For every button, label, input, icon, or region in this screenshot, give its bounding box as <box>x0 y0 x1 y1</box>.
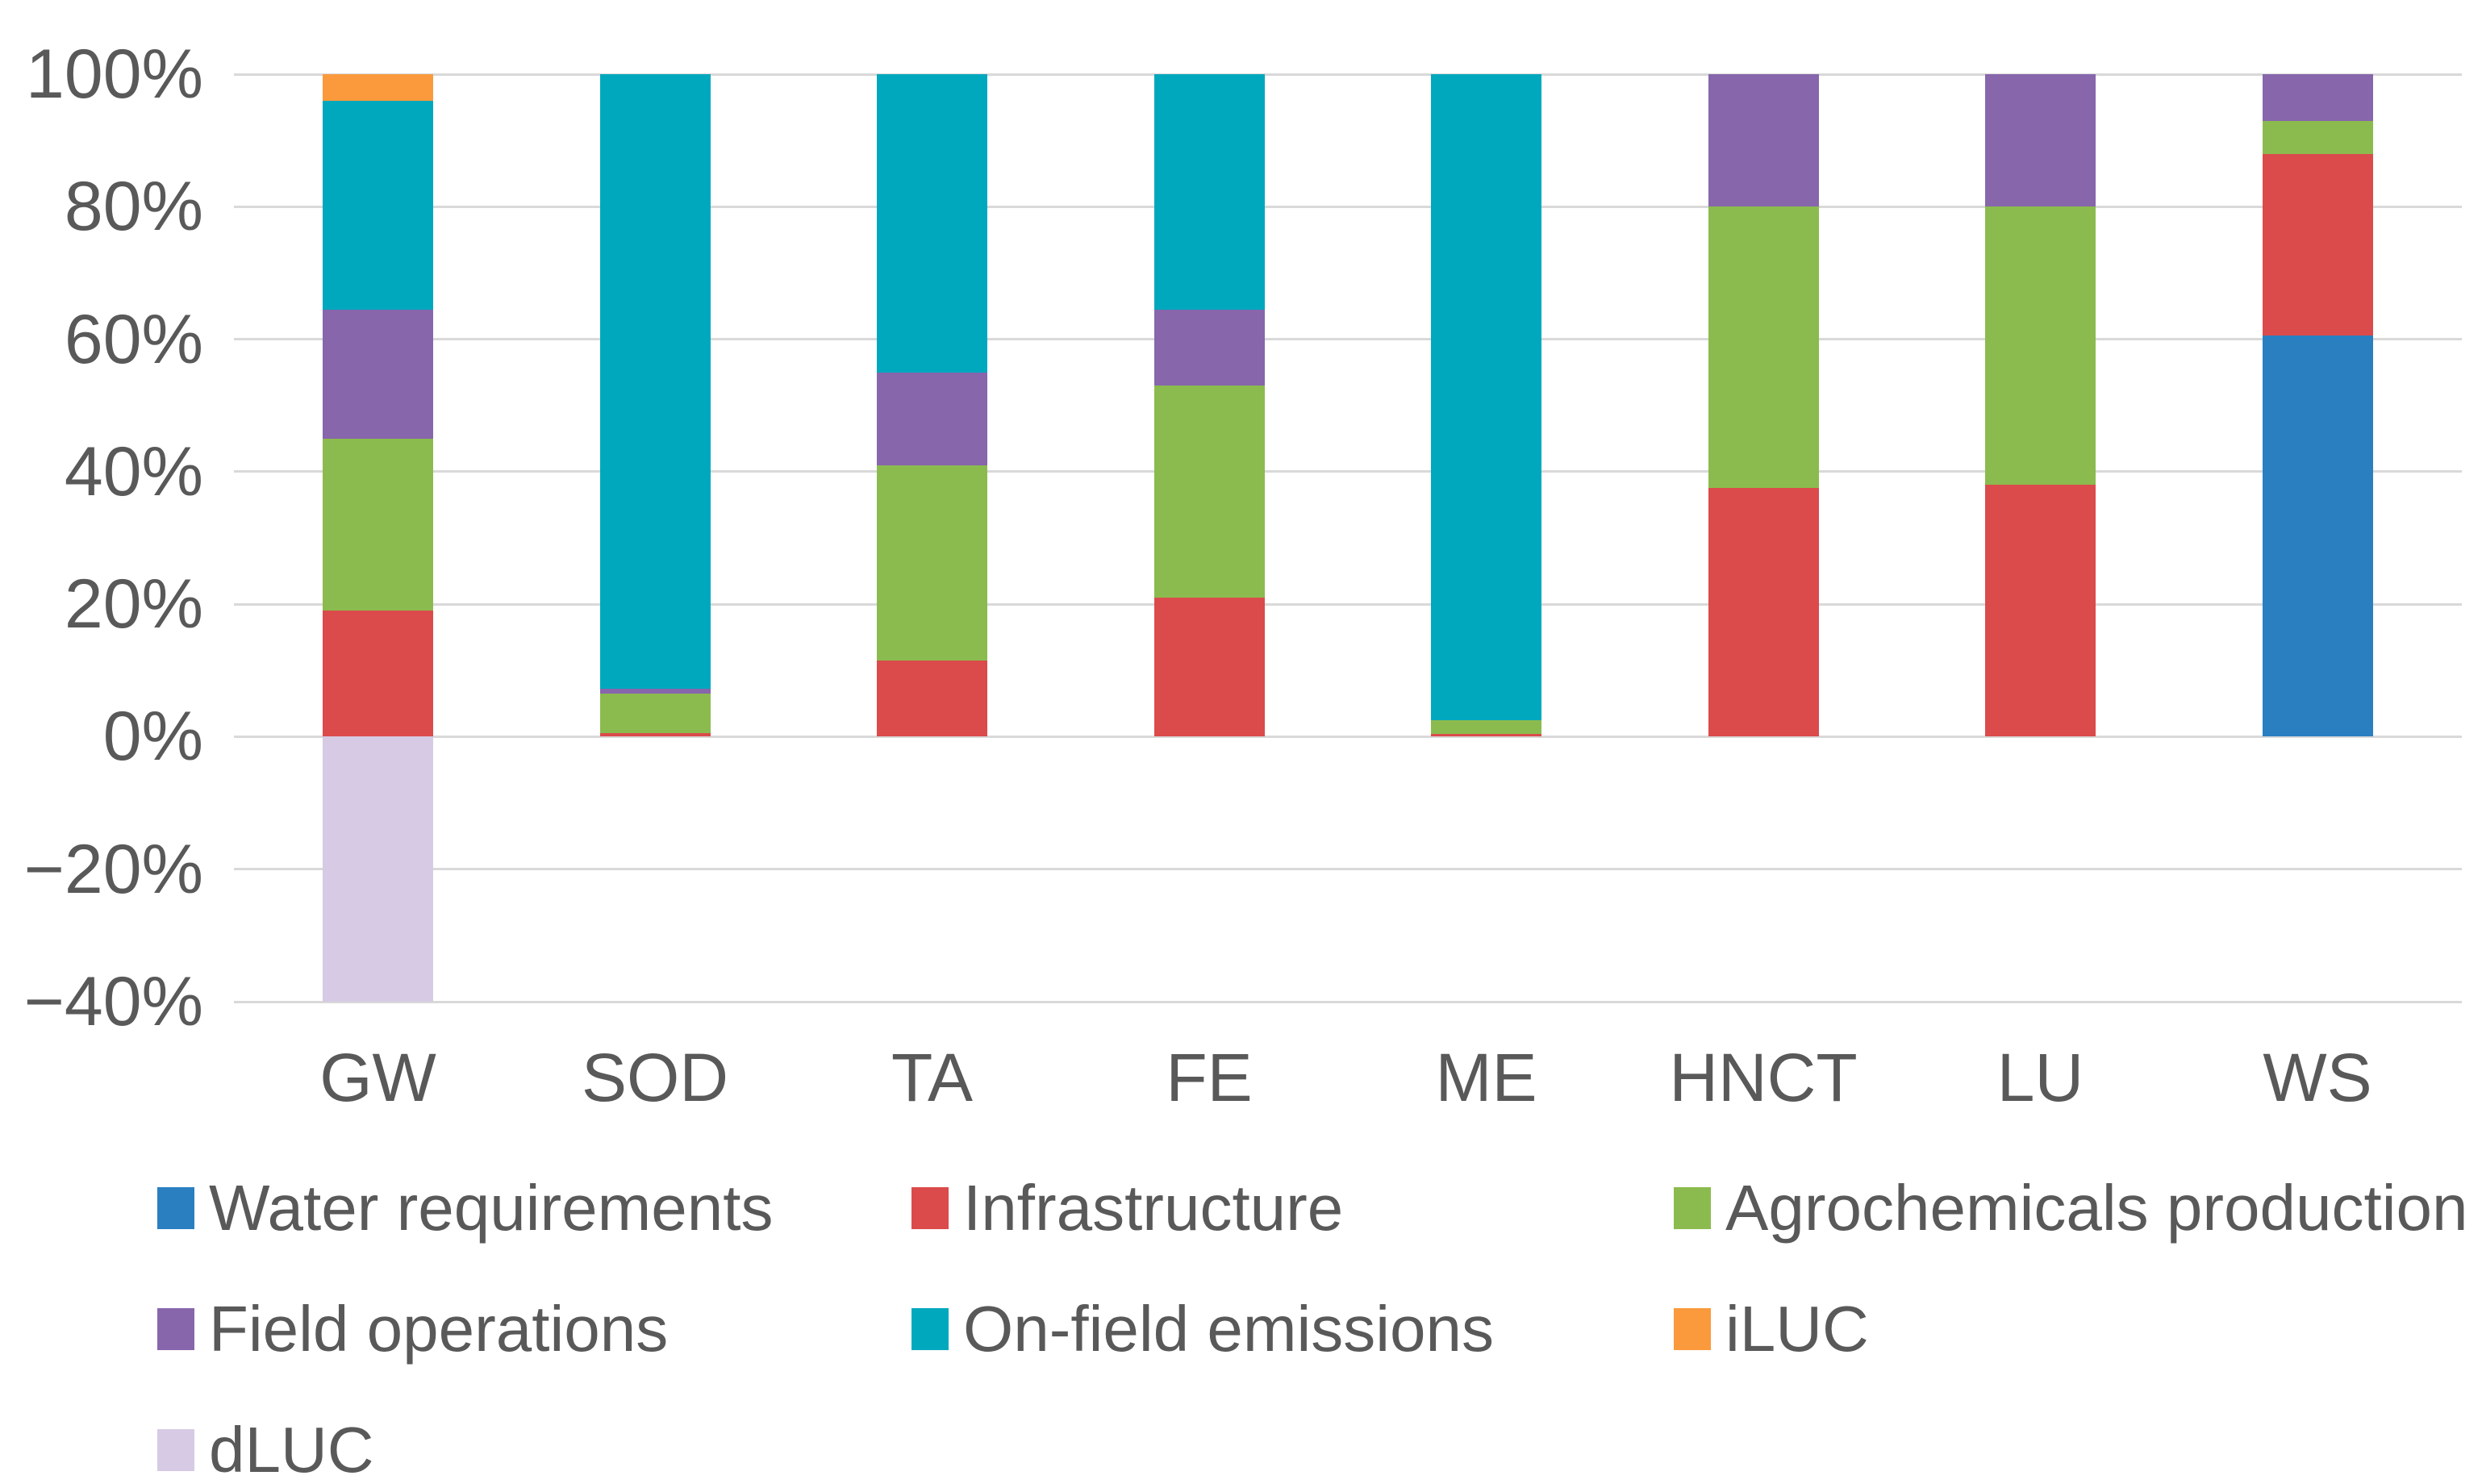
bar-segment <box>1153 74 1265 310</box>
bar-segment <box>323 100 433 310</box>
bar-segment <box>877 74 987 373</box>
gridline <box>234 73 2462 76</box>
bar-column-lu <box>1985 0 2096 1484</box>
bar-segment <box>1431 74 1541 720</box>
legend-item: Field operations <box>157 1289 668 1369</box>
x-tick-label: GW <box>319 1040 436 1115</box>
bar-column-sod <box>599 0 711 1484</box>
bar-column-fe <box>1153 0 1265 1484</box>
bar-segment <box>2262 120 2373 154</box>
bar-segment <box>877 660 987 737</box>
legend-item: Agrochemicals production <box>1674 1168 2467 1248</box>
legend-swatch-icon <box>911 1187 949 1229</box>
bar-segment <box>1708 488 1819 737</box>
bar-segment <box>323 438 433 611</box>
gridline <box>234 470 2462 473</box>
bar-segment <box>599 694 711 734</box>
bar-segment <box>877 465 987 661</box>
y-tick-label: 100% <box>26 35 203 113</box>
y-tick-label: −40% <box>23 963 203 1040</box>
bar-segment <box>1431 734 1541 737</box>
x-tick-label: TA <box>891 1040 974 1115</box>
legend-swatch-icon <box>157 1187 194 1229</box>
x-tick-label: HNCT <box>1669 1040 1858 1115</box>
bar-segment <box>1708 74 1819 207</box>
bar-segment <box>599 74 711 690</box>
bar-segment <box>1431 719 1541 735</box>
bar-segment <box>323 611 433 737</box>
legend-label: iLUC <box>1725 1293 1869 1365</box>
legend-item: Infrastructure <box>911 1168 1343 1248</box>
legend-label: dLUC <box>209 1414 374 1484</box>
bar-column-me <box>1431 0 1541 1484</box>
bar-segment <box>323 736 433 1002</box>
bar-column-ta <box>877 0 987 1484</box>
bar-segment <box>599 733 711 737</box>
legend-swatch-icon <box>1674 1187 1711 1229</box>
bar-segment <box>2262 336 2373 737</box>
legend-item: Water requirements <box>157 1168 774 1248</box>
bar-segment <box>1153 309 1265 386</box>
bar-column-hnct <box>1708 0 1819 1484</box>
legend-swatch-icon <box>1674 1308 1711 1350</box>
bar-segment <box>877 372 987 465</box>
legend-item: dLUC <box>157 1410 374 1484</box>
bar-column-gw <box>323 0 433 1484</box>
y-tick-label: 60% <box>64 300 203 378</box>
legend-label: Infrastructure <box>963 1172 1344 1244</box>
bar-segment <box>599 689 711 694</box>
x-tick-label: FE <box>1166 1040 1253 1115</box>
bar-segment <box>1985 206 2096 486</box>
bar-segment <box>323 309 433 439</box>
bar-segment <box>2262 153 2373 336</box>
bar-segment <box>1708 206 1819 489</box>
x-tick-label: SOD <box>581 1040 729 1115</box>
x-tick-label: ME <box>1435 1040 1537 1115</box>
gridline <box>234 868 2462 871</box>
y-tick-label: 80% <box>64 168 203 246</box>
y-tick-label: 40% <box>64 432 203 511</box>
y-tick-label: 0% <box>102 698 203 776</box>
legend-swatch-icon <box>157 1308 194 1350</box>
bar-segment <box>1985 74 2096 207</box>
y-tick-label: −20% <box>23 830 203 908</box>
legend-swatch-icon <box>157 1429 194 1471</box>
legend-item: On-field emissions <box>911 1289 1494 1369</box>
legend-item: iLUC <box>1674 1289 1869 1369</box>
bar-segment <box>1153 597 1265 737</box>
bar-segment <box>1153 386 1265 598</box>
bar-segment <box>323 74 433 101</box>
legend-label: On-field emissions <box>963 1293 1495 1365</box>
gridline <box>234 735 2462 738</box>
bar-segment <box>1985 485 2096 737</box>
gridline <box>234 205 2462 208</box>
x-tick-label: LU <box>1996 1040 2084 1115</box>
gridline <box>234 1000 2462 1003</box>
legend-swatch-icon <box>911 1308 949 1350</box>
legend-label: Water requirements <box>209 1172 774 1244</box>
bar-segment <box>2262 74 2373 121</box>
gridline <box>234 338 2462 341</box>
x-tick-label: WS <box>2263 1040 2372 1115</box>
gridline <box>234 602 2462 606</box>
bar-column-ws <box>2262 0 2373 1484</box>
y-tick-label: 20% <box>64 565 203 644</box>
legend-label: Agrochemicals production <box>1725 1172 2468 1244</box>
legend-label: Field operations <box>209 1293 669 1365</box>
